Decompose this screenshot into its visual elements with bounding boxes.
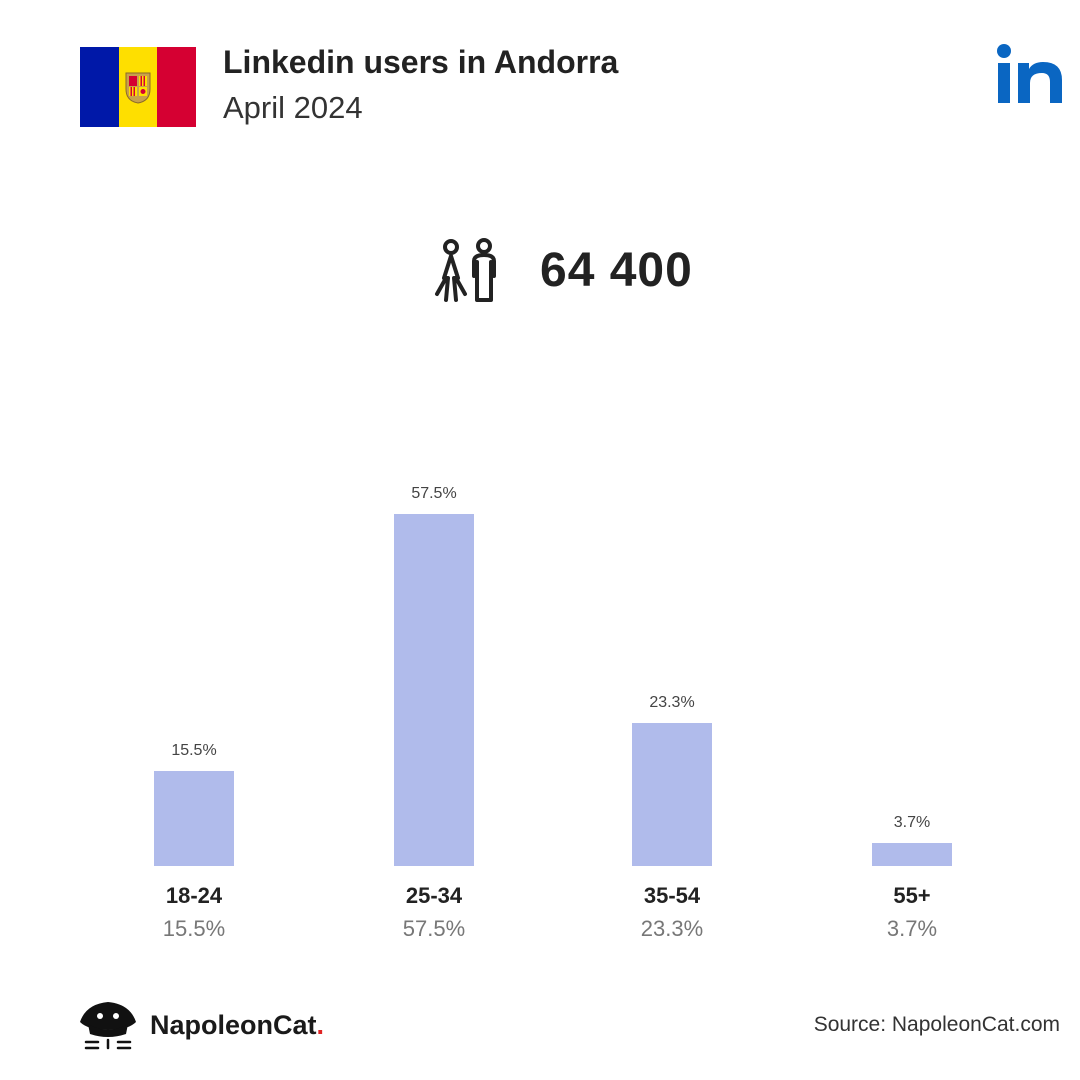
category-label: 18-24 <box>165 883 223 908</box>
bar-value-label: 15.5% <box>171 742 217 759</box>
bar-18-24 <box>154 771 234 866</box>
flag-stripe-blue <box>80 47 119 127</box>
category-label: 25-34 <box>405 883 463 908</box>
category-percent: 15.5% <box>162 916 226 941</box>
category-percent: 57.5% <box>402 916 466 941</box>
brand-dot: . <box>316 1009 325 1040</box>
total-users-value: 64 400 <box>540 243 693 297</box>
page-subtitle: April 2024 <box>223 90 363 125</box>
flag-stripe-yellow <box>118 47 158 127</box>
coat-of-arms-icon <box>125 72 151 104</box>
page-title: Linkedin users in Andorra <box>223 44 619 80</box>
bar-value-label: 57.5% <box>411 485 457 502</box>
category-label: 35-54 <box>643 883 701 908</box>
bar-25-34 <box>394 514 474 866</box>
brand-name: NapoleonCat. <box>150 1010 324 1041</box>
bar-value-label: 3.7% <box>893 814 931 831</box>
linkedin-logo-icon <box>997 44 1062 103</box>
total-users: 64 400 <box>432 236 693 304</box>
bar-35-54 <box>632 723 712 866</box>
users-icon <box>435 238 496 302</box>
category-percent: 23.3% <box>640 916 704 941</box>
andorra-flag <box>80 47 197 127</box>
flag-stripe-red <box>157 47 197 127</box>
napoleoncat-logo: NapoleonCat. <box>78 1000 324 1050</box>
source-link[interactable]: Source: NapoleonCat.com <box>813 1013 1060 1036</box>
brand-name-text: NapoleonCat <box>150 1009 317 1040</box>
bar-value-label: 23.3% <box>649 694 695 711</box>
category-percent: 3.7% <box>886 916 938 941</box>
napoleoncat-cat-icon <box>80 1002 136 1050</box>
category-label: 55+ <box>893 883 931 908</box>
bar-55+ <box>872 843 952 866</box>
